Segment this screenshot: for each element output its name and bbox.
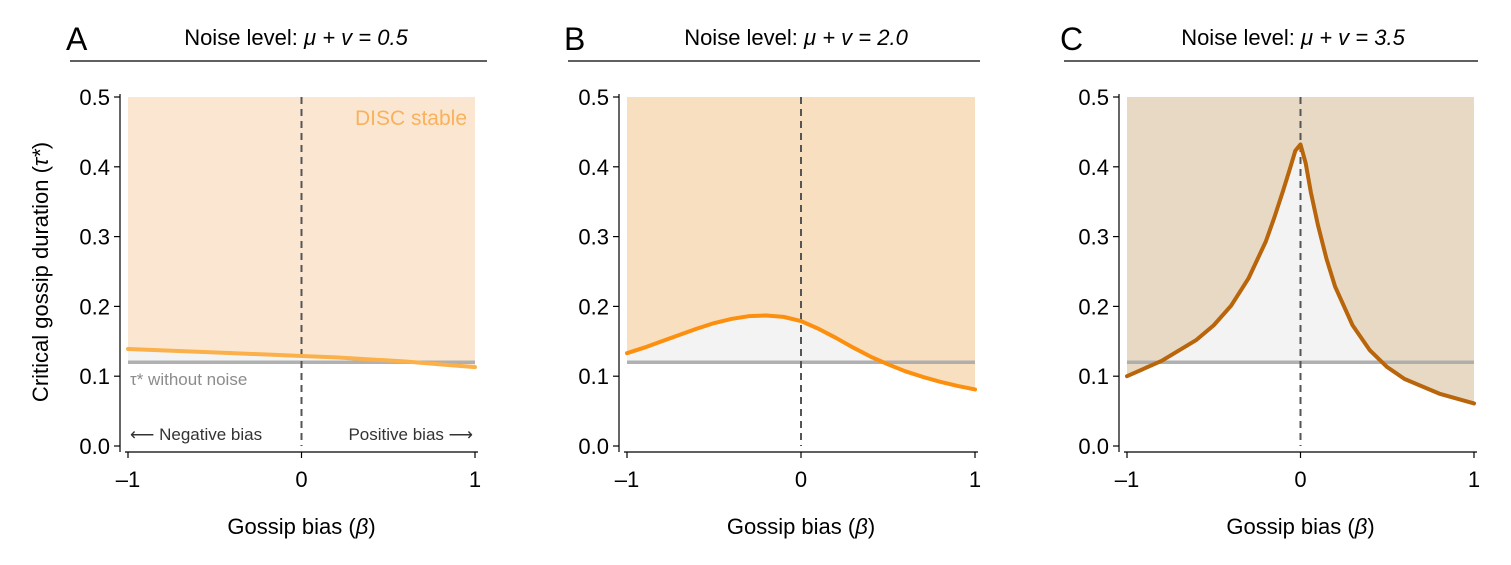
y-tick-label: 0.4	[578, 155, 609, 180]
y-tick-label: 0.4	[79, 155, 110, 180]
y-tick-label: 0.0	[79, 434, 110, 459]
y-tick-label: 0.3	[79, 225, 110, 250]
y-tick-label: 0.2	[1078, 294, 1109, 319]
y-tick-label: 0.1	[578, 364, 609, 389]
y-tick-label: 0.5	[578, 85, 609, 110]
panel-a: 0.0 0.1 0.2 0.3 0.4 0.5 –1 0 1 Gossip bias (β) A No…	[66, 21, 487, 539]
x-tick-label: –1	[116, 467, 140, 492]
unstable-gap-region	[627, 315, 884, 363]
panel-letter: A	[66, 21, 88, 57]
panel-letter: C	[1060, 21, 1083, 57]
x-axis-label-close: )	[1367, 514, 1374, 539]
panel-title: Noise level: μ + v = 3.5	[1181, 25, 1405, 50]
panel-title-expression: μ + v = 2.0	[803, 25, 909, 50]
x-tick-label: 1	[1468, 467, 1480, 492]
panel-title-expression: μ + v = 3.5	[1300, 25, 1406, 50]
x-axis-label-symbol: β	[1354, 514, 1368, 539]
y-tick-label: 0.3	[1078, 225, 1109, 250]
panel-title-prefix: Noise level:	[684, 25, 804, 50]
x-axis-label: Gossip bias (β)	[727, 514, 875, 539]
y-tick-label: 0.4	[1078, 155, 1109, 180]
critical-duration-line	[1125, 142, 1476, 406]
y-tick-label: 0.0	[578, 434, 609, 459]
panel-c: 0.0 0.1 0.2 0.3 0.4 0.5 –1 0 1 Gossip bias (β) C No…	[1060, 21, 1480, 539]
panel-title-prefix: Noise level:	[1181, 25, 1301, 50]
x-axis-label-close: )	[368, 514, 375, 539]
x-tick-label: 1	[469, 467, 481, 492]
x-axis-label-text: Gossip bias (	[1226, 514, 1355, 539]
x-axis-label-symbol: β	[355, 514, 369, 539]
negative-bias-label: ⟵ Negative bias	[130, 425, 262, 444]
x-axis-label-text: Gossip bias (	[727, 514, 856, 539]
x-tick-label: 1	[969, 467, 981, 492]
panel-letter: B	[564, 21, 585, 57]
x-axis-label-close: )	[868, 514, 875, 539]
panel-title-expression: μ + v = 0.5	[303, 25, 409, 50]
unstable-gap-region	[1158, 144, 1383, 363]
panel-title: Noise level: μ + v = 2.0	[684, 25, 908, 50]
panel-title-prefix: Noise level:	[184, 25, 304, 50]
x-axis-label-symbol: β	[854, 514, 868, 539]
x-tick-label: 0	[295, 467, 307, 492]
critical-duration-line	[126, 346, 477, 370]
disc-stable-label: DISC stable	[355, 107, 467, 130]
y-tick-label: 0.2	[79, 294, 110, 319]
x-axis-label: Gossip bias (β)	[227, 514, 375, 539]
x-tick-label: –1	[615, 467, 639, 492]
y-axis-label-symbol: τ*	[28, 148, 53, 166]
y-tick-label: 0.5	[79, 85, 110, 110]
x-tick-label: 0	[795, 467, 807, 492]
positive-bias-label: Positive bias ⟶	[348, 425, 473, 444]
x-tick-label: –1	[1115, 467, 1139, 492]
y-tick-label: 0.2	[578, 294, 609, 319]
x-tick-label: 0	[1294, 467, 1306, 492]
panel-b: 0.0 0.1 0.2 0.3 0.4 0.5 –1 0 1 Gossip bias (β) B No…	[564, 21, 981, 539]
baseline-label: τ* without noise	[130, 370, 247, 389]
panel-title: Noise level: μ + v = 0.5	[184, 25, 408, 50]
x-axis-label-text: Gossip bias (	[227, 514, 356, 539]
y-axis-label: Critical gossip duration (τ*)	[28, 142, 53, 402]
stable-region	[1127, 97, 1474, 404]
y-tick-label: 0.0	[1078, 434, 1109, 459]
y-axis-label-text: Critical gossip duration	[28, 180, 53, 403]
y-tick-label: 0.1	[79, 364, 110, 389]
y-tick-label: 0.5	[1078, 85, 1109, 110]
critical-duration-line	[625, 313, 977, 392]
x-axis-label: Gossip bias (β)	[1226, 514, 1374, 539]
y-tick-label: 0.3	[578, 225, 609, 250]
y-tick-label: 0.1	[1078, 364, 1109, 389]
